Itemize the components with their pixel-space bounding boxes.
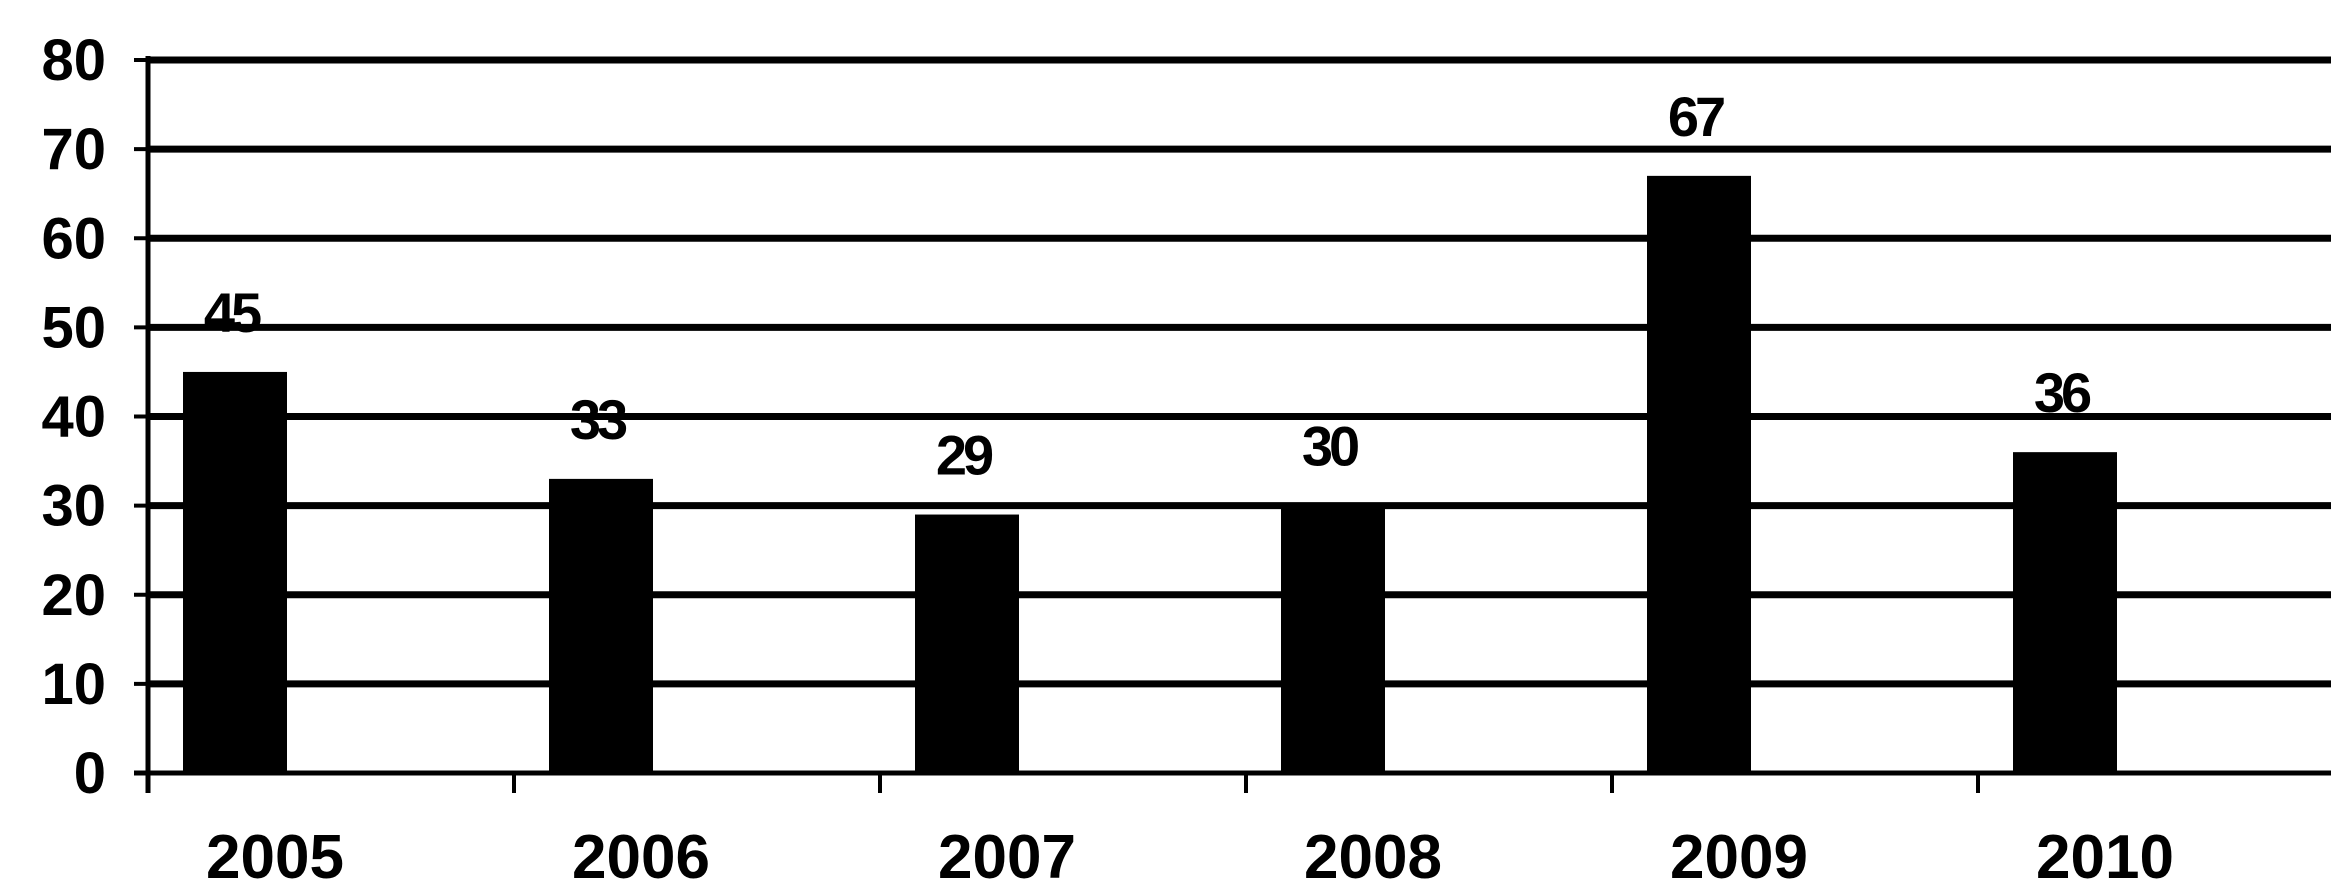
y-tick-label: 40 [41, 385, 106, 450]
y-tick-label: 20 [41, 563, 106, 628]
x-tick-label: 2008 [1304, 823, 1442, 888]
bar-2005 [183, 371, 287, 773]
y-tick-label: 10 [41, 652, 106, 717]
bar-2009 [1647, 175, 1751, 774]
y-tick-label: 50 [41, 295, 106, 360]
data-label: 67 [1668, 85, 1724, 148]
data-label: 36 [2034, 361, 2091, 424]
bar-2008 [1281, 505, 1385, 773]
y-tick-label: 70 [41, 117, 106, 182]
y-tick-label: 0 [74, 741, 106, 806]
bars [183, 175, 2117, 774]
x-tick-label: 2009 [1670, 823, 1808, 888]
x-tick-label: 2010 [2036, 823, 2174, 888]
y-tick-label: 30 [41, 474, 106, 539]
y-tick-label: 60 [41, 206, 106, 271]
data-label: 33 [570, 388, 627, 451]
bar-2010 [2013, 452, 2117, 773]
x-tick-label: 2005 [206, 823, 344, 888]
bar-2006 [549, 478, 653, 773]
data-label: 45 [204, 281, 261, 344]
axes [134, 56, 2331, 793]
data-label: 30 [1302, 415, 1358, 478]
x-tick-label: 2006 [572, 823, 710, 888]
data-label: 29 [936, 424, 993, 487]
gridlines [148, 56, 2331, 688]
x-tick-label: 2007 [938, 823, 1076, 888]
y-tick-label: 80 [41, 28, 106, 93]
bar-2007 [915, 514, 1019, 773]
labels: 0 10 20 30 40 50 60 70 80 45 2005 33 2006 29 2007 30 200… [41, 28, 2174, 892]
